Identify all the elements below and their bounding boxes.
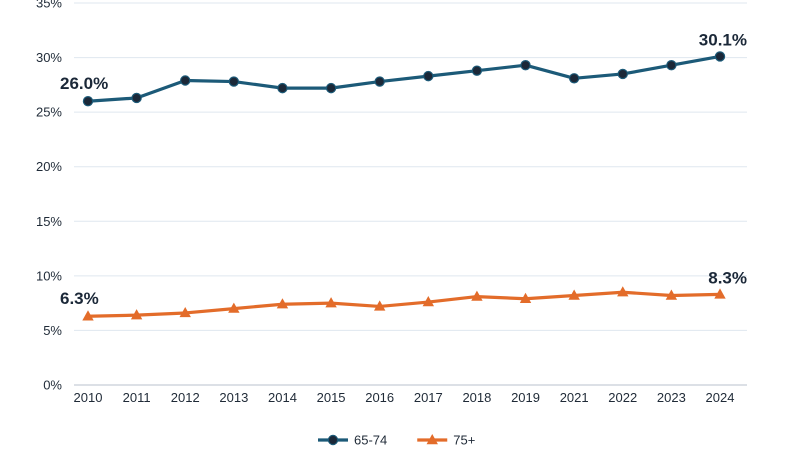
point-65-74: [228, 76, 240, 87]
y-tick-label: 5%: [43, 323, 62, 338]
x-tick-label: 2019: [511, 390, 540, 405]
x-tick-label: 2010: [74, 390, 103, 405]
x-axis: 2010 2011 2012 2013 2014 2015 2016 2017 2018 2019…: [74, 390, 735, 405]
series-75: [82, 286, 726, 321]
series-layer: [82, 51, 726, 321]
data-labels: 26.0% 30.1% 6.3% 8.3%: [60, 30, 747, 308]
x-tick-label: 2015: [317, 390, 346, 405]
grid-lines: [74, 2, 747, 331]
point-65-74: [666, 60, 677, 71]
y-tick-label: 0%: [43, 378, 62, 393]
point-65-74: [568, 73, 580, 84]
point-75: [179, 306, 191, 318]
point-75: [714, 288, 726, 299]
x-tick-label: 2013: [219, 390, 248, 405]
series-line-65-74: [87, 54, 721, 103]
point-65-74: [714, 51, 726, 62]
legend-marker-circle: [327, 434, 339, 446]
point-75: [617, 286, 629, 297]
legend-label-65-74: 65-74: [354, 433, 387, 448]
point-65-74: [325, 82, 337, 94]
point-75: [82, 310, 94, 321]
x-tick-label: 2012: [171, 390, 200, 405]
x-tick-label: 2023: [657, 390, 686, 405]
series-65-74: [82, 51, 726, 107]
x-tick-label: 2014: [268, 390, 297, 405]
x-tick-label: 2021: [560, 390, 589, 405]
legend-item-65-74: 65-74: [318, 433, 387, 448]
data-label-last-65-74: 30.1%: [699, 30, 747, 49]
point-65-74: [520, 60, 531, 71]
point-75: [276, 298, 289, 309]
point-75: [422, 296, 435, 307]
point-75: [519, 292, 532, 303]
y-tick-label: 25%: [36, 105, 62, 120]
point-75: [568, 289, 580, 300]
x-tick-label: 2016: [365, 390, 394, 405]
data-label-first-75: 6.3%: [60, 289, 99, 308]
x-tick-label: 2011: [123, 390, 151, 405]
point-75: [325, 297, 337, 308]
x-tick-label: 2017: [414, 390, 443, 405]
point-65-74: [180, 75, 191, 86]
y-tick-label: 15%: [36, 214, 62, 229]
x-tick-label: 2018: [462, 390, 491, 405]
series-line-75: [87, 290, 721, 318]
point-75: [130, 309, 143, 320]
y-axis: 0% 5% 10% 15% 20% 25% 30% 35%: [36, 0, 747, 393]
legend: 65-74 75+: [318, 433, 475, 448]
y-tick-label: 30%: [36, 50, 62, 65]
data-label-last-75: 8.3%: [708, 268, 747, 287]
legend-marker-triangle: [426, 434, 438, 445]
x-tick-label: 2022: [608, 390, 637, 405]
point-75: [665, 289, 678, 300]
point-65-74: [277, 82, 288, 94]
legend-item-75: 75+: [417, 433, 475, 448]
point-65-74: [423, 70, 434, 82]
y-tick-label: 20%: [36, 159, 62, 174]
x-tick-label: 2024: [706, 390, 735, 405]
point-75: [471, 290, 483, 301]
point-65-74: [131, 92, 142, 104]
point-65-74: [82, 96, 94, 107]
legend-label-75: 75+: [453, 433, 475, 448]
point-75: [228, 302, 240, 313]
y-tick-label: 10%: [36, 268, 62, 283]
y-tick-label: 35%: [36, 0, 62, 11]
point-65-74: [374, 76, 385, 87]
data-label-first-65-74: 26.0%: [60, 74, 108, 93]
point-65-74: [471, 65, 483, 76]
point-75: [373, 300, 386, 311]
point-65-74: [617, 68, 628, 80]
